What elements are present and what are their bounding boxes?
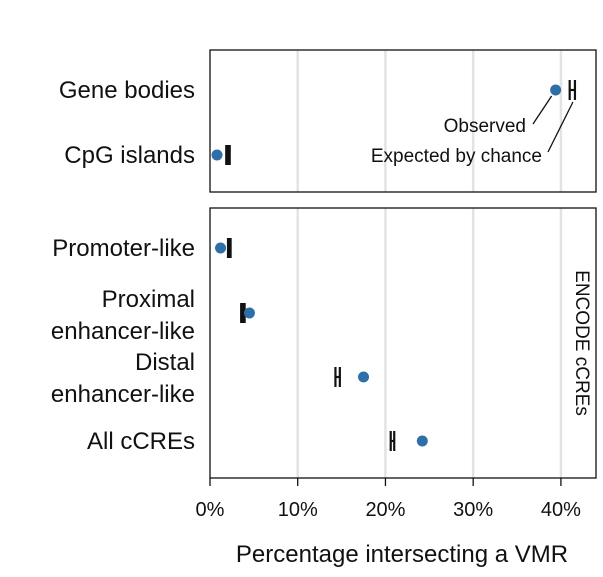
panel-frame	[209, 49, 597, 193]
x-axis: 0% 10% 20% 30% 40%	[196, 478, 581, 521]
row-label: Gene bodies	[59, 77, 195, 104]
observed-point	[550, 84, 562, 96]
expected-leader-line	[547, 101, 574, 153]
row-label: Distal	[135, 349, 195, 376]
panel-encode-ccres: Promoter-like Proximal enhancer-like Distal…	[51, 207, 597, 479]
expected-marker	[226, 238, 232, 258]
side-label: ENCODE cCREs	[571, 270, 592, 416]
expected-marker	[389, 431, 396, 451]
observed-point	[211, 149, 223, 161]
expected-bar	[226, 238, 232, 258]
expected-annotation: Expected by chance	[371, 146, 542, 167]
x-tick-label: 30%	[453, 499, 493, 521]
row-label: enhancer-like	[51, 318, 195, 345]
expected-marker	[225, 145, 231, 165]
row-label: Promoter-like	[52, 235, 195, 262]
panel-genomic-features: Gene bodies CpG islands	[59, 49, 597, 193]
row-label: Proximal	[102, 286, 195, 313]
x-tick-label: 10%	[278, 499, 318, 521]
x-axis-label: Percentage intersecting a VMR	[236, 541, 568, 568]
observed-point	[416, 435, 428, 447]
x-tick-label: 40%	[541, 499, 581, 521]
expected-marker	[334, 367, 341, 387]
annotation-group: Observed Expected by chance	[371, 95, 574, 167]
observed-point	[215, 242, 227, 254]
observed-leader-line	[532, 95, 553, 125]
expected-marker	[240, 303, 246, 323]
panel-frame	[209, 207, 597, 479]
x-tick-label: 0%	[196, 499, 225, 521]
x-tick-label: 20%	[365, 499, 405, 521]
row-label: CpG islands	[64, 142, 195, 169]
row-label: enhancer-like	[51, 381, 195, 408]
expected-bar	[225, 145, 231, 165]
observed-point	[243, 307, 255, 319]
row-label: All cCREs	[87, 428, 195, 455]
observed-annotation: Observed	[444, 116, 526, 137]
expected-bar	[240, 303, 246, 323]
observed-point	[358, 371, 370, 383]
expected-marker	[568, 80, 577, 100]
